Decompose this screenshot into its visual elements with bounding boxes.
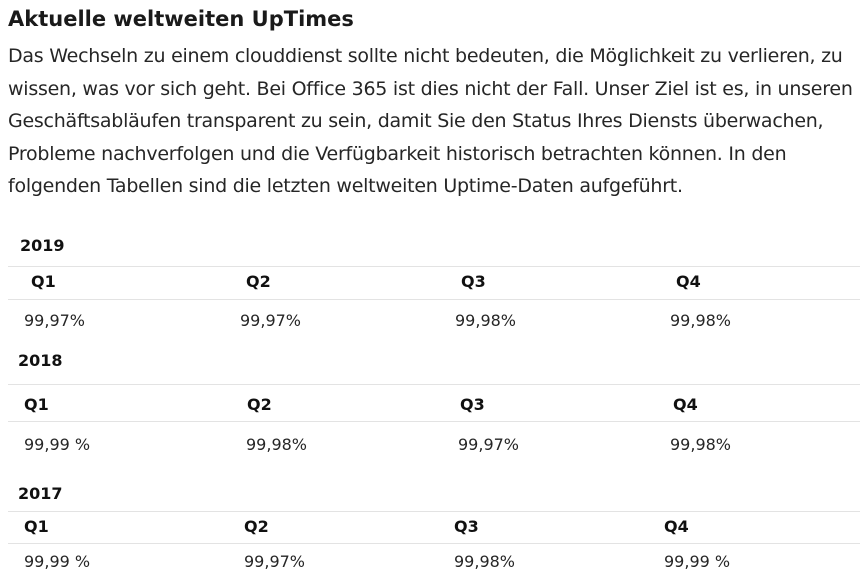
- uptime-value-2019-q3: 99,98%: [455, 311, 517, 330]
- table-divider: [8, 421, 860, 422]
- table-header-q4: Q4: [673, 395, 698, 414]
- page-title: Aktuelle weltweiten UpTimes: [8, 7, 354, 31]
- table-header-q2: Q2: [247, 395, 272, 414]
- uptime-value-2017-q1: 99,99 %: [24, 552, 91, 571]
- table-header-q3: Q3: [460, 395, 485, 414]
- uptime-value-2019-q4: 99,98%: [670, 311, 732, 330]
- table-header-q4: Q4: [676, 272, 701, 291]
- uptime-value-2017-q2: 99,97%: [244, 552, 306, 571]
- table-divider: [8, 299, 860, 300]
- uptime-value-2018-q2: 99,98%: [246, 435, 308, 454]
- table-divider: [8, 511, 860, 512]
- year-heading-2019: 2019: [20, 236, 65, 255]
- table-divider: [8, 543, 860, 544]
- year-heading-2018: 2018: [18, 351, 63, 370]
- table-divider: [8, 266, 860, 267]
- uptime-value-2017-q4: 99,99 %: [664, 552, 731, 571]
- intro-paragraph: Das Wechseln zu einem clouddienst sollte…: [8, 45, 853, 198]
- uptime-value-2018-q3: 99,97%: [458, 435, 520, 454]
- year-heading-2017: 2017: [18, 484, 63, 503]
- uptime-value-2019-q1: 99,97%: [24, 311, 86, 330]
- table-header-q2: Q2: [246, 272, 271, 291]
- table-header-q2: Q2: [244, 517, 269, 536]
- table-header-q3: Q3: [461, 272, 486, 291]
- table-header-q3: Q3: [454, 517, 479, 536]
- uptime-value-2018-q1: 99,99 %: [24, 435, 91, 454]
- table-header-q4: Q4: [664, 517, 689, 536]
- uptime-value-2018-q4: 99,98%: [670, 435, 732, 454]
- uptime-value-2019-q2: 99,97%: [240, 311, 302, 330]
- table-divider: [8, 384, 860, 385]
- table-header-q1: Q1: [31, 272, 56, 291]
- uptime-value-2017-q3: 99,98%: [454, 552, 516, 571]
- table-header-q1: Q1: [24, 395, 49, 414]
- table-header-q1: Q1: [24, 517, 49, 536]
